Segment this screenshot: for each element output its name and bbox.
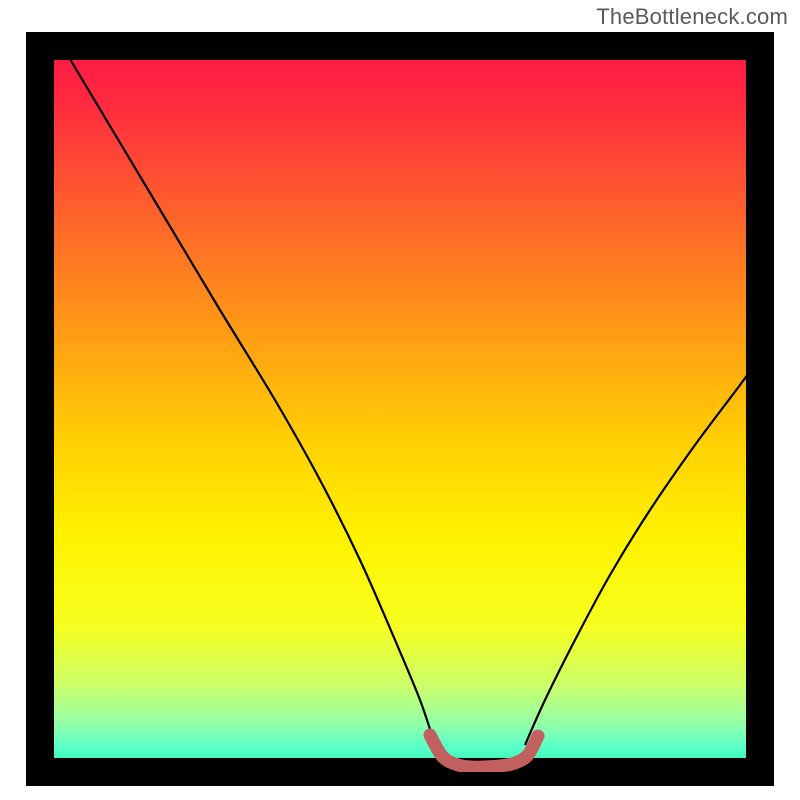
chart-stage: TheBottleneck.com <box>0 0 800 800</box>
heat-gradient-background <box>40 46 760 772</box>
bottleneck-curve-chart <box>0 0 800 800</box>
watermark-text: TheBottleneck.com <box>596 4 788 30</box>
